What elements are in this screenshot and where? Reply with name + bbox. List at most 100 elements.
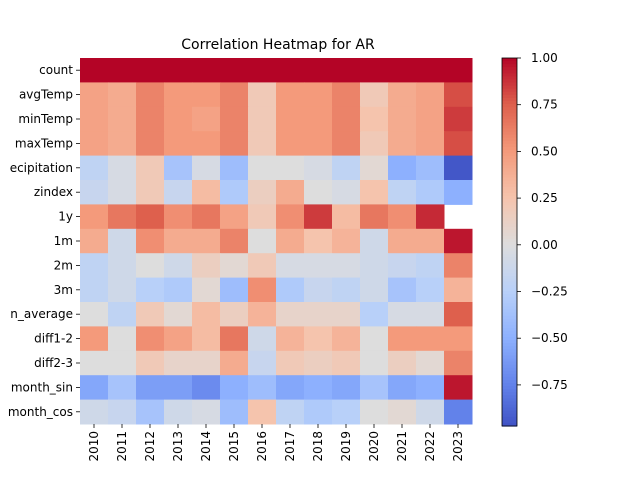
heatmap-cell [276, 106, 305, 132]
colorbar-segment [502, 94, 517, 99]
heatmap-cell [360, 204, 389, 230]
heatmap-cell [192, 228, 221, 254]
heatmap-cell [248, 228, 277, 254]
heatmap-cell [332, 228, 361, 254]
heatmap-cell [248, 58, 277, 83]
colorbar-segment [502, 413, 517, 418]
heatmap-cell [332, 350, 361, 376]
colorbar-segment [502, 79, 517, 84]
heatmap-cell [416, 399, 445, 425]
colorbar-tick-label: −0.25 [531, 285, 568, 299]
heatmap-cell [108, 106, 137, 132]
heatmap-cell [136, 155, 165, 181]
heatmap-cell [220, 277, 249, 303]
heatmap-cell [248, 375, 277, 401]
heatmap-cell [276, 302, 305, 327]
heatmap-cell [444, 106, 473, 132]
y-axis: count avgTemp minTemp maxTemp ecipitation zin… [8, 63, 80, 419]
heatmap-cell [80, 350, 109, 376]
colorbar-segment [502, 337, 517, 341]
heatmap-cell [332, 326, 361, 352]
colorbar-tick-label: 0.00 [531, 238, 558, 252]
colorbar-segment [502, 245, 517, 249]
heatmap-cell [108, 302, 137, 327]
heatmap-cell [360, 228, 389, 254]
heatmap-cell [164, 302, 193, 327]
colorbar-segment [502, 100, 517, 105]
heatmap-cell [136, 399, 165, 425]
colorbar-segment [502, 346, 517, 350]
colorbar-segment [502, 131, 517, 136]
heatmap-cell [276, 180, 305, 205]
colorbar-segment [502, 300, 517, 304]
heatmap-cell [248, 253, 277, 279]
colorbar-segment [502, 226, 517, 231]
y-tick-label: diff1-2 [34, 332, 73, 346]
colorbar-segment [502, 192, 517, 197]
chart-title: Correlation Heatmap for AR [181, 37, 375, 53]
colorbar-segment [502, 278, 517, 283]
heatmap-cell [108, 375, 137, 401]
heatmap-cell [80, 375, 109, 401]
colorbar-tick-label: −0.75 [531, 378, 568, 392]
heatmap-cell [332, 155, 361, 181]
colorbar-segment [502, 125, 517, 130]
x-axis: 2010 2011 2012 2013 2014 2015 2016 2017 2018 2019… [87, 424, 465, 462]
heatmap-cell [332, 58, 361, 83]
heatmap-cell [444, 180, 473, 205]
heatmap-cell [416, 277, 445, 303]
heatmap-cell [136, 326, 165, 352]
colorbar-segment [502, 162, 517, 166]
heatmap-cell [444, 350, 473, 376]
heatmap-cell [220, 399, 249, 425]
heatmap-cell [444, 277, 473, 303]
heatmap-cell [248, 180, 277, 205]
colorbar-segment [502, 122, 517, 127]
heatmap-cell [360, 253, 389, 279]
x-tick-label: 2012 [143, 431, 157, 462]
heatmap-cell [304, 204, 333, 230]
colorbar-segment [502, 168, 517, 173]
heatmap-cell [192, 253, 221, 279]
heatmap-cell [388, 131, 417, 157]
heatmap-cell [80, 155, 109, 181]
heatmap-cell [136, 106, 165, 132]
heatmap-cell [332, 399, 361, 425]
colorbar-segment [502, 284, 517, 289]
colorbar-segment [502, 407, 517, 412]
heatmap-cell [304, 58, 333, 83]
colorbar-segment [502, 410, 517, 415]
heatmap-cell [304, 180, 333, 205]
colorbar-segment [502, 128, 517, 133]
x-tick-label: 2011 [115, 431, 129, 462]
heatmap-cell [136, 277, 165, 303]
heatmap-cell [304, 277, 333, 303]
colorbar-segment [502, 232, 517, 237]
heatmap-cell [220, 82, 249, 108]
heatmap-cell [192, 82, 221, 108]
colorbar-segment [502, 238, 517, 243]
heatmap-cell [248, 155, 277, 181]
heatmap-cell [164, 58, 193, 83]
heatmap-cell [444, 82, 473, 108]
heatmap-cell [136, 204, 165, 230]
heatmap-cell [80, 106, 109, 132]
colorbar-segment [502, 386, 517, 390]
heatmap-cell [80, 326, 109, 352]
heatmap-cell [360, 326, 389, 352]
heatmap-cell [164, 277, 193, 303]
heatmap-cell [332, 131, 361, 157]
heatmap-cell [220, 326, 249, 352]
heatmap-cell [360, 131, 389, 157]
heatmap-cell [444, 131, 473, 157]
colorbar-segment [502, 419, 517, 424]
heatmap-cell [80, 82, 109, 108]
heatmap-cell [80, 399, 109, 425]
colorbar-segment [502, 91, 517, 96]
heatmap-cell [164, 82, 193, 108]
colorbar-segment [502, 352, 517, 357]
heatmap-cell [304, 106, 333, 132]
colorbar-segment [502, 88, 517, 93]
colorbar-segment [502, 315, 517, 320]
